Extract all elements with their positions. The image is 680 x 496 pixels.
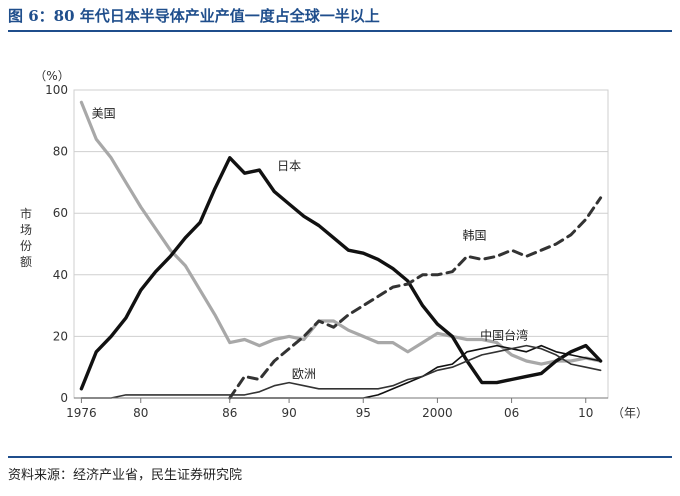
series-label-0: 美国 — [92, 107, 116, 121]
series-label-1: 日本 — [277, 159, 301, 173]
chart-container: 0 20 40 60 80 100 1976 80 86 90 95 2000 06 10 （%） （年） 市场… — [8, 42, 672, 450]
y-unit-label: （%） — [34, 69, 69, 83]
x-tick-label: 90 — [281, 406, 296, 420]
x-tick-label: 2000 — [422, 406, 453, 420]
y-tick-label: 40 — [53, 268, 68, 282]
series-label-3: 中国台湾 — [480, 327, 528, 342]
series-line-2 — [228, 196, 603, 400]
x-unit-label: （年） — [612, 406, 648, 420]
x-tick-label: 1976 — [66, 406, 97, 420]
title-rule — [8, 30, 672, 32]
x-tick-label: 10 — [578, 406, 593, 420]
y-tick-label: 0 — [60, 391, 68, 405]
series-line-4 — [80, 344, 602, 399]
x-tick-label: 86 — [222, 406, 237, 420]
series-line-1 — [79, 156, 603, 391]
y-tick-label: 100 — [45, 83, 68, 97]
series-label-2: 韩国 — [462, 227, 486, 242]
x-tick-label: 80 — [133, 406, 148, 420]
line-chart: 0 20 40 60 80 100 1976 80 86 90 95 2000 06 10 （%） （年） 市场… — [20, 69, 648, 420]
series-line-3 — [229, 344, 602, 399]
source-note: 资料来源：经济产业省，民生证券研究院 — [8, 468, 243, 483]
y-tick-label: 20 — [53, 329, 68, 343]
series-lines — [79, 100, 603, 400]
figure-title: 图 6：80 年代日本半导体产业产值一度占全球一半以上 — [8, 7, 380, 25]
y-axis-label: 市场份额 — [20, 206, 32, 269]
axes: 0 20 40 60 80 100 1976 80 86 90 95 2000 06 10 （%） （年） 市场… — [20, 69, 648, 420]
x-tick-label: 06 — [504, 406, 519, 420]
footer-rule — [8, 456, 672, 458]
y-tick-label: 60 — [53, 206, 68, 220]
x-tick-label: 95 — [356, 406, 371, 420]
series-line-0 — [79, 100, 603, 366]
series-label-4: 欧洲 — [292, 367, 316, 381]
y-tick-label: 80 — [53, 145, 68, 159]
